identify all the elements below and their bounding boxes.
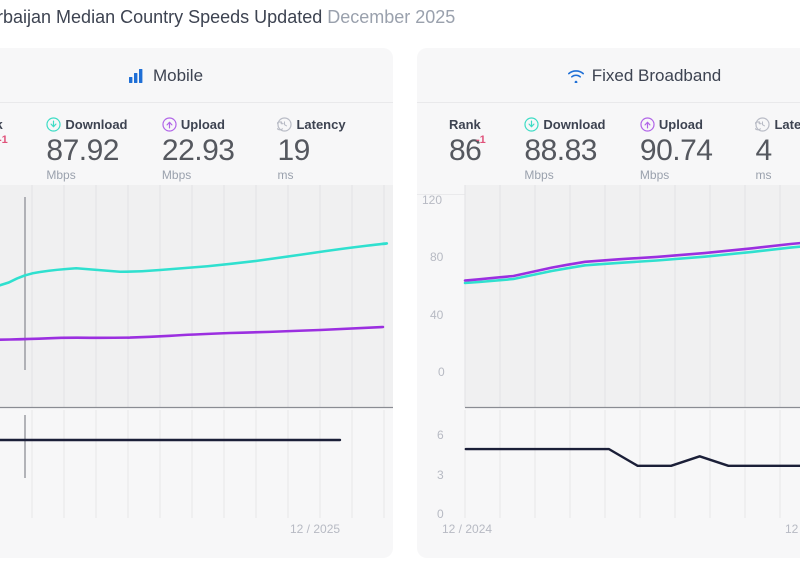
- svg-text:3: 3: [437, 468, 444, 482]
- svg-text:0: 0: [437, 507, 444, 521]
- svg-text:6: 6: [437, 428, 444, 442]
